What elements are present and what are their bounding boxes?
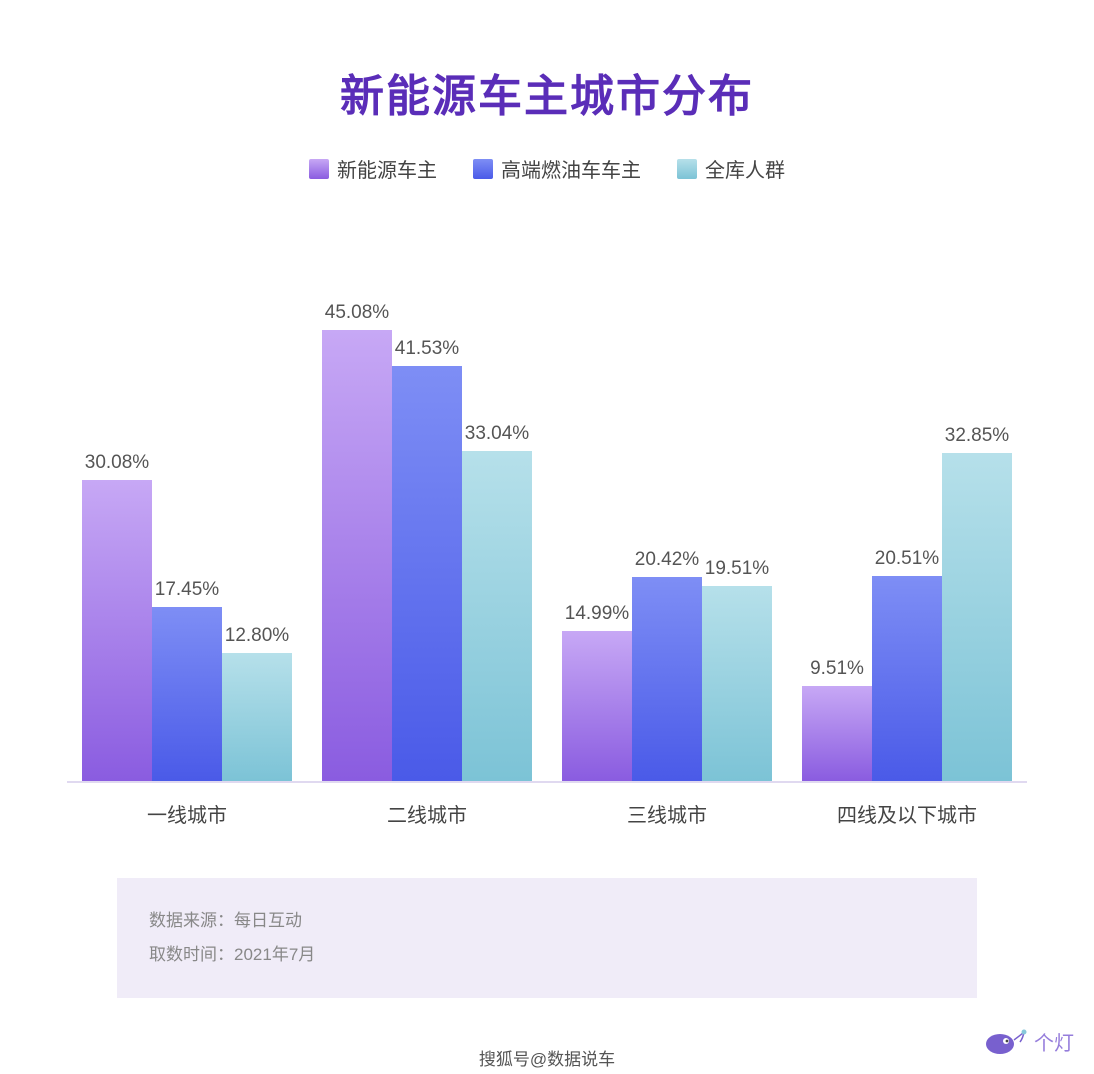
bar [632,577,702,781]
bar-value-label: 32.85% [945,425,1009,447]
source-box: 数据来源：每日互动 取数时间：2021年7月 [117,878,977,998]
legend-label: 全库人群 [705,154,785,183]
source-line: 数据来源：每日互动 [149,904,945,938]
bar-group: 9.51% 20.51% 32.85% [802,223,1012,781]
legend-label: 高端燃油车车主 [501,154,641,183]
attribution-text: 搜狐号@数据说车 [479,1045,615,1070]
bar-wrap: 32.85% [942,223,1012,781]
x-axis-label: 三线城市 [562,799,772,828]
x-axis: 一线城市 二线城市 三线城市 四线及以下城市 [67,799,1027,828]
bar-wrap: 33.04% [462,223,532,781]
source-line: 取数时间：2021年7月 [149,938,945,972]
bar-value-label: 41.53% [395,338,459,360]
bar [872,576,942,781]
bar [942,453,1012,782]
legend-label: 新能源车主 [337,154,437,183]
bar-value-label: 20.51% [875,548,939,570]
bar-group: 45.08% 41.53% 33.04% [322,223,532,781]
bar-wrap: 20.42% [632,223,702,781]
legend-swatch-2 [677,159,697,179]
bar [82,480,152,781]
x-axis-label: 二线城市 [322,799,532,828]
fish-icon [984,1026,1028,1056]
bar-value-label: 19.51% [705,558,769,580]
bar-value-label: 20.42% [635,549,699,571]
legend-item: 高端燃油车车主 [473,154,641,183]
bar-wrap: 12.80% [222,223,292,781]
x-axis-label: 一线城市 [82,799,292,828]
watermark-text: 个灯 [1034,1027,1074,1056]
bar [462,451,532,781]
legend-item: 新能源车主 [309,154,437,183]
chart-container: 新能源车主城市分布 新能源车主 高端燃油车车主 全库人群 30.08% 17.45… [0,0,1094,1074]
bar-wrap: 30.08% [82,223,152,781]
bar-group: 30.08% 17.45% 12.80% [82,223,292,781]
bar-wrap: 19.51% [702,223,772,781]
bar-group: 14.99% 20.42% 19.51% [562,223,772,781]
bar [222,653,292,781]
bar-value-label: 33.04% [465,423,529,445]
legend-swatch-1 [473,159,493,179]
bar-wrap: 41.53% [392,223,462,781]
bar [392,366,462,781]
bar-value-label: 14.99% [565,603,629,625]
bar [152,607,222,782]
bar-wrap: 9.51% [802,223,872,781]
bar-wrap: 45.08% [322,223,392,781]
bar [802,686,872,781]
legend-swatch-0 [309,159,329,179]
x-axis-label: 四线及以下城市 [802,799,1012,828]
bar-wrap: 17.45% [152,223,222,781]
chart-plot-area: 30.08% 17.45% 12.80% 45.08% 41.53% 33.04% 14.9… [67,223,1027,783]
bar-wrap: 14.99% [562,223,632,781]
bar-value-label: 17.45% [155,579,219,601]
chart-title: 新能源车主城市分布 [340,60,754,124]
bar [702,586,772,781]
bar-value-label: 45.08% [325,302,389,324]
legend: 新能源车主 高端燃油车车主 全库人群 [309,154,785,183]
legend-item: 全库人群 [677,154,785,183]
bar [562,631,632,781]
bar-value-label: 9.51% [810,658,864,680]
bar-wrap: 20.51% [872,223,942,781]
bar [322,330,392,781]
bar-value-label: 12.80% [225,625,289,647]
brand-watermark: 个灯 [984,1026,1074,1056]
bar-value-label: 30.08% [85,452,149,474]
